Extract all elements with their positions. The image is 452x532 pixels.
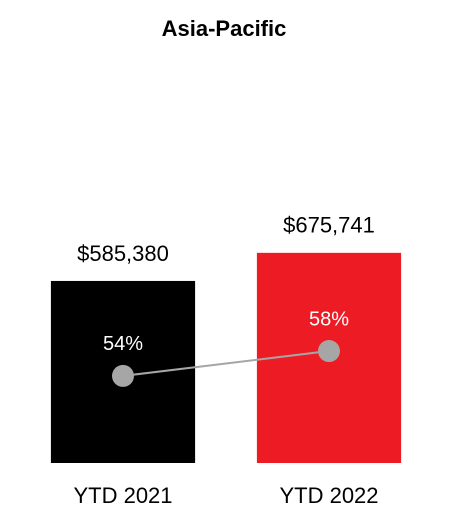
- x-tick-label: YTD 2022: [279, 483, 378, 508]
- value-label: $675,741: [283, 213, 375, 238]
- value-label: $585,380: [77, 241, 169, 266]
- x-tick-label: YTD 2021: [73, 483, 172, 508]
- marker: [112, 364, 134, 387]
- value-label: 54%: [103, 333, 143, 355]
- marker: [318, 340, 340, 363]
- value-label: 58%: [309, 308, 349, 330]
- line: [122, 350, 330, 377]
- chart-title: Asia-Pacific: [162, 16, 287, 41]
